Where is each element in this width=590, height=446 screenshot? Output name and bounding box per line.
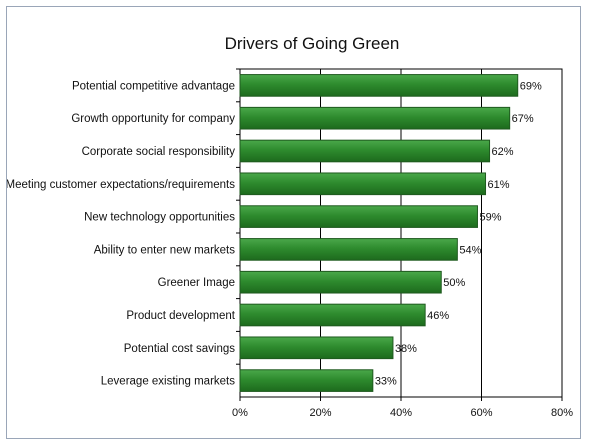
x-tick-label: 40% <box>390 407 412 419</box>
data-label: 46% <box>427 310 449 322</box>
chart-title: Drivers of Going Green <box>225 34 400 53</box>
plot-area: 0% 20% 40% 60% 80% Potential competitive adva… <box>7 68 573 419</box>
category-label: Potential competitive advantage <box>72 80 235 92</box>
bar <box>239 205 478 228</box>
data-label: 59% <box>479 212 501 224</box>
x-tick-label: 60% <box>470 407 492 419</box>
bar <box>239 303 426 327</box>
category-label: Potential cost savings <box>124 343 235 355</box>
x-tick-label: 20% <box>309 407 331 419</box>
category-label: Corporate social responsibility <box>82 146 236 158</box>
bar <box>239 139 491 163</box>
category-label: New technology opportunities <box>84 212 235 224</box>
bar-chart: Drivers of Going Green 0% 20% 40% 60% 80% Pot… <box>7 34 573 419</box>
category-label: Greener Image <box>158 277 235 289</box>
bar <box>239 172 487 196</box>
category-label: Meeting customer expectations/requiremen… <box>7 179 235 191</box>
x-tick-label: 0% <box>232 407 248 419</box>
data-label: 50% <box>443 277 465 289</box>
bar <box>239 336 394 360</box>
bar <box>239 270 442 294</box>
bar <box>239 74 519 97</box>
data-label: 54% <box>459 244 481 256</box>
bar <box>239 369 374 392</box>
chart-frame: Drivers of Going Green 0% 20% 40% 60% 80% Pot… <box>6 6 581 439</box>
data-label: 67% <box>512 113 534 125</box>
category-label: Product development <box>126 310 235 322</box>
data-label: 62% <box>492 146 514 158</box>
bar <box>239 106 511 130</box>
data-label: 38% <box>395 343 417 355</box>
data-label: 33% <box>375 376 397 388</box>
category-label: Leverage existing markets <box>101 376 235 388</box>
x-tick-label: 80% <box>551 407 573 419</box>
category-label: Ability to enter new markets <box>94 244 236 256</box>
data-label: 61% <box>488 179 510 191</box>
category-label: Growth opportunity for company <box>71 113 235 125</box>
data-label: 69% <box>520 80 542 92</box>
bar <box>239 238 458 261</box>
